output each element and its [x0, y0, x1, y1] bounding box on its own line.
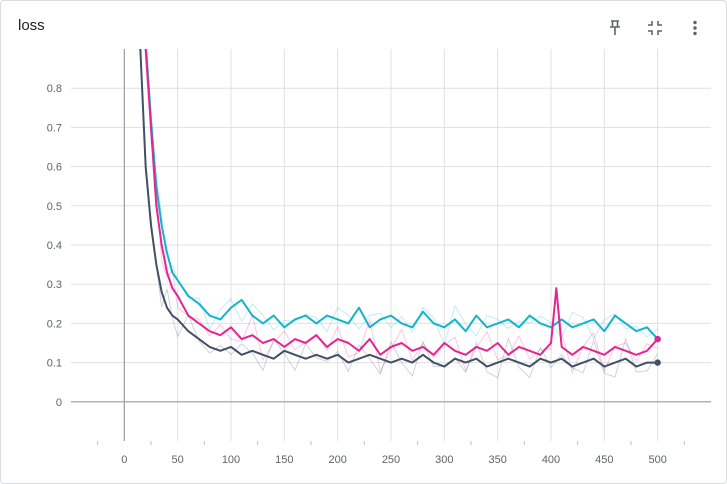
x-tick-label: 450	[595, 454, 613, 466]
series-end-point	[654, 359, 661, 366]
x-tick-label: 400	[542, 454, 560, 466]
x-tick-label: 250	[382, 454, 400, 466]
fit-screen-button[interactable]	[638, 15, 672, 41]
x-tick-label: 200	[328, 454, 346, 466]
more-options-button[interactable]	[678, 15, 712, 41]
fit-screen-icon	[648, 21, 662, 35]
series-raw-line	[144, 49, 658, 375]
x-tick-label: 300	[435, 454, 453, 466]
chart-ticks: 0 50 100 150 200 250 300 350 400 450 500 0 0.1 0.2 0.3…	[47, 83, 667, 466]
series-line	[145, 49, 659, 340]
series-end-point	[654, 335, 661, 343]
pin-button[interactable]	[598, 15, 632, 41]
y-tick-label: 0.5	[47, 201, 62, 213]
series-raw-line	[140, 49, 659, 379]
y-tick-label: 0.6	[47, 162, 62, 174]
x-tick-label: 0	[121, 454, 127, 466]
series-line	[139, 49, 658, 368]
x-tick-label: 50	[172, 454, 184, 466]
y-tick-label: 0.4	[47, 240, 62, 252]
chart-title: loss	[18, 17, 45, 34]
y-tick-label: 0.1	[47, 358, 62, 370]
x-tick-label: 350	[488, 454, 506, 466]
chart-toolbar	[598, 15, 712, 41]
y-tick-label: 0.8	[47, 83, 62, 95]
y-tick-label: 0.2	[47, 318, 62, 330]
more-vert-icon	[693, 20, 697, 36]
y-tick-label: 0.7	[47, 122, 62, 134]
x-tick-label: 150	[275, 454, 293, 466]
y-tick-label: 0.3	[47, 279, 62, 291]
pin-icon	[610, 20, 620, 35]
series-line	[144, 49, 659, 356]
y-tick-label: 0	[56, 397, 62, 409]
chart-axes	[71, 49, 711, 441]
chart-grid	[71, 49, 711, 445]
chart-series	[139, 49, 661, 379]
x-tick-label: 500	[648, 454, 666, 466]
x-tick-label: 100	[222, 454, 240, 466]
series-raw-line	[146, 49, 658, 347]
